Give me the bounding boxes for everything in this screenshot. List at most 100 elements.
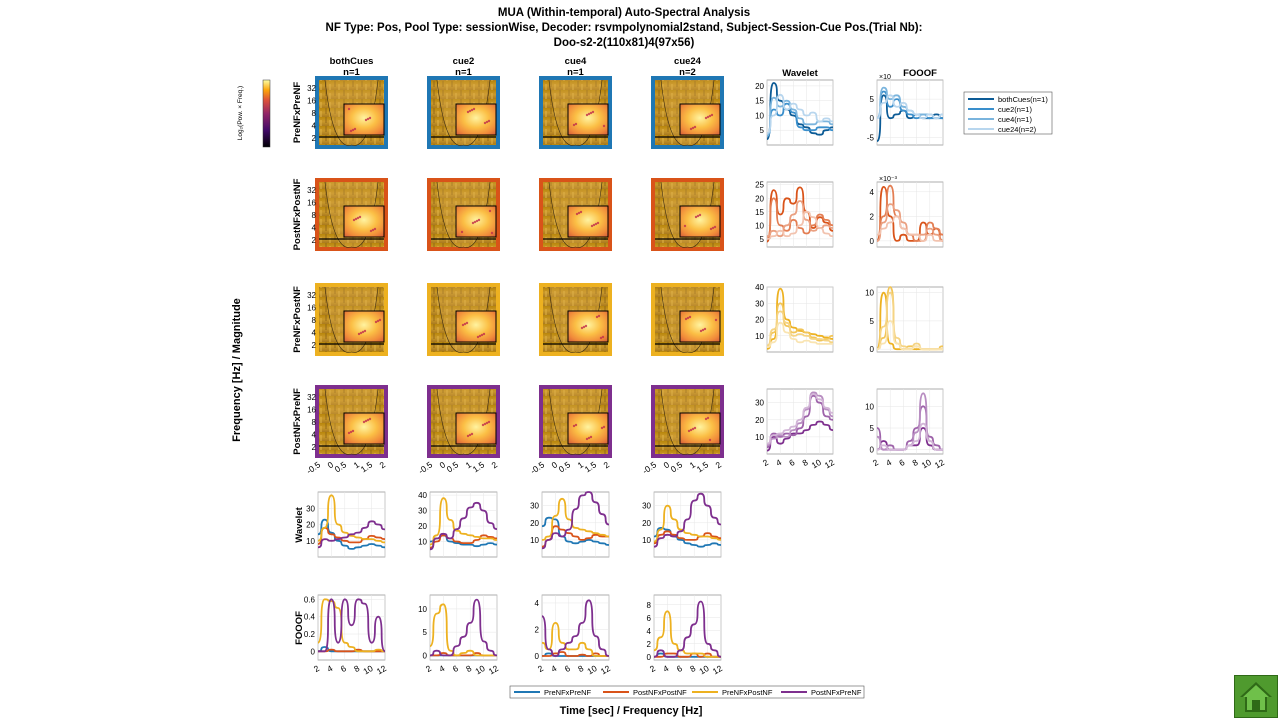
column-title: cue24 xyxy=(674,56,702,67)
xtick-label: 12 xyxy=(375,663,388,677)
xtick-label: 4 xyxy=(661,663,670,674)
column-title: bothCues xyxy=(330,56,374,67)
column-count: n=1 xyxy=(567,67,584,78)
line-panel: 0.6 0.4 0.2 0 2 4 6 8 10 12 xyxy=(304,594,388,677)
ytick-label: 2 xyxy=(535,625,540,634)
spec-xtick: 1 xyxy=(688,459,698,470)
series-line xyxy=(766,393,834,445)
xtick-label: 10 xyxy=(810,457,823,471)
line-panels: Wavelet FOOOF201510550-5×10252015105420×1… xyxy=(294,68,946,676)
series-line xyxy=(318,598,386,653)
spec-xtick: -0.5 xyxy=(416,459,434,476)
ytick-label: 10 xyxy=(418,605,427,614)
xtick-label: 12 xyxy=(823,457,836,471)
spectrogram-panel xyxy=(539,283,612,356)
legend-entry: PreNFxPostNF xyxy=(722,688,773,697)
legend-entry: bothCues(n=1) xyxy=(998,95,1048,104)
series-line xyxy=(876,94,944,120)
fooof-col-title: FOOOF xyxy=(903,68,937,79)
ytick-label: 10 xyxy=(642,536,651,545)
spec-ytick: 4 xyxy=(312,431,317,440)
legend-entry: cue2(n=1) xyxy=(998,105,1032,114)
spec-ytick: 16 xyxy=(307,406,316,415)
y-multiplier: ×10 xyxy=(879,74,891,81)
ytick-label: 5 xyxy=(870,317,875,326)
colorbar-label: Log₂(Pow. × Freq.) xyxy=(237,86,244,140)
line-panel: 4 2 0 ×10⁻³ xyxy=(870,176,944,248)
xtick-label: 2 xyxy=(871,457,880,468)
series-line xyxy=(766,102,834,137)
ytick-label: 0 xyxy=(870,446,875,455)
xtick-label: 8 xyxy=(464,663,473,674)
spec-xtick: 0 xyxy=(662,459,672,470)
ytick-label: 20 xyxy=(755,194,764,203)
home-button[interactable] xyxy=(1234,675,1278,718)
spec-xtick: -0.5 xyxy=(640,459,658,476)
ytick-label: 30 xyxy=(530,502,539,511)
series-line xyxy=(876,90,943,120)
row-label: PostNFxPreNF xyxy=(292,388,303,455)
series-line xyxy=(766,287,834,350)
xtick-label: 12 xyxy=(933,457,946,471)
series-line xyxy=(317,598,386,653)
series-line xyxy=(429,497,498,546)
spectrogram-panel: -0.5 00.5 11.5 2 xyxy=(528,385,612,476)
ytick-label: 0.4 xyxy=(304,613,316,622)
series-line xyxy=(317,520,386,549)
series-line xyxy=(766,82,834,140)
xtick-label: 6 xyxy=(563,663,572,674)
spec-xtick: 1 xyxy=(464,459,474,470)
ytick-label: 20 xyxy=(530,519,539,528)
ytick-label: 0 xyxy=(870,114,875,123)
xtick-label: 8 xyxy=(800,457,809,468)
spec-xtick: 2 xyxy=(490,459,500,470)
ytick-label: 4 xyxy=(870,188,875,197)
column-count: n=1 xyxy=(343,67,360,78)
ytick-label: 20 xyxy=(755,416,764,425)
ytick-label: 10 xyxy=(865,289,874,298)
ytick-label: 10 xyxy=(306,537,315,546)
ytick-label: 20 xyxy=(642,519,651,528)
xtick-label: 2 xyxy=(761,457,770,468)
main-xlabel: Time [sec] / Frequency [Hz] xyxy=(560,705,703,717)
legend-entry: PreNFxPreNF xyxy=(544,688,592,697)
ytick-label: 0 xyxy=(870,237,875,246)
figure-title: MUA (Within-temporal) Auto-Spectral Anal… xyxy=(498,7,750,19)
ytick-label: 10 xyxy=(755,221,764,230)
main-ylabel: Frequency [Hz] / Magnitude xyxy=(231,298,243,442)
spec-ytick: 8 xyxy=(312,211,317,220)
series-line xyxy=(317,526,386,545)
spec-ytick: 2 xyxy=(312,341,317,350)
spectrogram-panel xyxy=(427,178,500,251)
spec-xtick: 1 xyxy=(576,459,586,470)
ytick-label: 30 xyxy=(755,399,764,408)
spec-ytick: 32 xyxy=(307,84,316,93)
xtick-label: 2 xyxy=(648,663,657,674)
spec-ytick: 2 xyxy=(312,134,317,143)
spec-xtick: 2 xyxy=(378,459,388,470)
ytick-label: 10 xyxy=(755,111,764,120)
row-label: PostNFxPostNF xyxy=(292,178,303,250)
line-panel: 25 20 15 10 5 xyxy=(755,181,834,248)
ytick-label: 0 xyxy=(870,345,875,354)
spec-xtick: 1.5 xyxy=(583,459,599,474)
series-line xyxy=(541,599,610,657)
xtick-label: 6 xyxy=(339,663,348,674)
ytick-label: 10 xyxy=(865,402,874,411)
spectrogram-grid: bothCuesn=1cue2n=1cue4n=1cue24n=2PreNFxP… xyxy=(292,56,724,476)
xtick-label: 10 xyxy=(920,457,933,471)
wavelet-col-title: Wavelet xyxy=(782,68,818,79)
series-line xyxy=(653,600,722,658)
xtick-label: 10 xyxy=(585,663,598,677)
bottom-wavelet-label: Wavelet xyxy=(294,506,305,542)
spectrogram-panel: -0.5 00.5 11.5 2 xyxy=(416,385,500,476)
spectrogram-panel xyxy=(651,283,724,356)
xtick-label: 8 xyxy=(576,663,585,674)
spec-xtick: 0.5 xyxy=(445,459,461,474)
spec-xtick: -0.5 xyxy=(528,459,546,476)
column-title: cue2 xyxy=(453,56,475,67)
legend-entry: cue24(n=2) xyxy=(998,125,1037,134)
spectrogram-panel xyxy=(427,283,500,356)
series-line xyxy=(429,598,498,657)
